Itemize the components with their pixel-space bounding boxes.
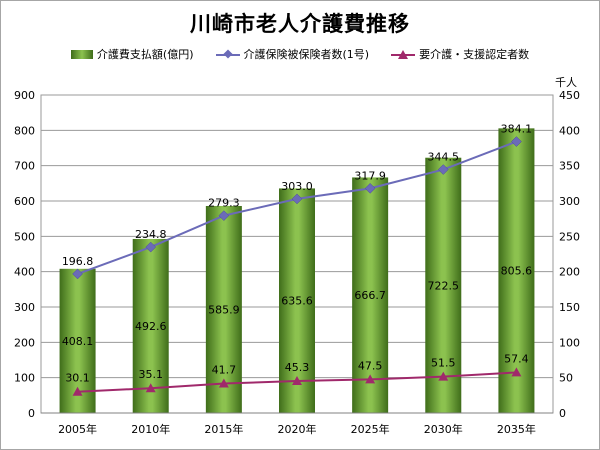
legend-label-certified: 要介護・支援認定者数 <box>419 48 530 61</box>
bar <box>205 205 242 413</box>
right-axis-unit: 千人 <box>555 76 577 89</box>
x-tick-label: 2010年 <box>131 422 170 436</box>
insured-data-label: 344.5 <box>428 151 460 164</box>
certified-point <box>365 374 376 384</box>
insured-point <box>218 210 230 221</box>
bar <box>279 188 315 413</box>
bar-data-label: 722.5 <box>428 279 460 292</box>
y2-tick-label: 250 <box>559 230 580 243</box>
x-tick-label: 2020年 <box>278 422 317 436</box>
certified-point <box>72 386 83 396</box>
y-tick-label: 800 <box>14 124 35 137</box>
y2-tick-label: 50 <box>559 372 573 385</box>
y-tick-label: 300 <box>14 301 35 314</box>
legend-triangle-marker-icon <box>391 49 416 59</box>
y2-tick-label: 0 <box>559 407 566 420</box>
y2-tick-label: 300 <box>559 195 580 208</box>
x-tick-label: 2025年 <box>351 422 390 436</box>
y-tick-label: 200 <box>14 336 35 349</box>
legend-label-payment: 介護費支払額(億円) <box>96 48 194 61</box>
y2-tick-label: 150 <box>559 301 580 314</box>
x-tick-label: 2015年 <box>204 422 243 436</box>
legend-item-insured: 介護保険被保険者数(1号) <box>215 46 370 62</box>
certified-data-label: 57.4 <box>504 352 529 365</box>
insured-point <box>364 182 376 194</box>
certified-data-label: 47.5 <box>358 359 383 372</box>
y2-tick-label: 450 <box>559 89 580 102</box>
bar-data-label: 805.6 <box>501 265 533 278</box>
insured-data-label: 303.0 <box>281 180 313 193</box>
insured-point <box>511 136 522 147</box>
y-tick-label: 700 <box>14 160 35 173</box>
y2-tick-label: 200 <box>559 266 580 279</box>
bar <box>498 128 535 413</box>
certified-data-label: 35.1 <box>138 368 163 381</box>
insured-data-label: 234.8 <box>135 228 167 241</box>
legend-item-payment: 介護費支払額(億円) <box>70 46 194 62</box>
certified-data-label: 51.5 <box>431 357 456 370</box>
insured-point <box>437 164 449 175</box>
insured-data-label: 196.8 <box>62 255 94 268</box>
certified-point <box>438 371 449 381</box>
y2-tick-label: 100 <box>559 336 580 349</box>
certified-point <box>145 383 156 393</box>
bar <box>352 177 389 413</box>
insured-point <box>145 241 157 253</box>
legend-diamond-marker-icon <box>215 50 240 59</box>
chart-title: 川崎市老人介護費推移 <box>190 12 410 36</box>
legend-bar-swatch <box>70 49 93 59</box>
y-tick-label: 100 <box>14 372 35 385</box>
certified-point <box>511 367 522 377</box>
legend: 介護費支払額(億円) 介護保険被保険者数(1号) 要介護・支援認定者数 <box>0 46 600 62</box>
insured-data-label: 384.1 <box>501 123 533 136</box>
y-tick-label: 400 <box>14 266 35 279</box>
bar-data-label: 408.1 <box>62 335 94 348</box>
y2-tick-label: 350 <box>559 160 580 173</box>
insured-point <box>72 268 83 280</box>
x-tick-label: 2035年 <box>497 422 536 436</box>
bar <box>425 157 462 413</box>
bar-data-label: 666.7 <box>354 289 386 302</box>
certified-point <box>218 378 229 388</box>
x-tick-label: 2030年 <box>424 422 463 436</box>
y-tick-label: 0 <box>28 407 35 420</box>
insured-data-label: 317.9 <box>354 169 386 182</box>
legend-label-insured: 介護保険被保険者数(1号) <box>243 48 370 61</box>
y-tick-label: 500 <box>14 230 35 243</box>
y-tick-label: 600 <box>14 195 35 208</box>
certified-data-label: 45.3 <box>285 361 310 374</box>
bar-data-label: 492.6 <box>135 320 167 333</box>
certified-data-label: 30.1 <box>65 372 90 385</box>
y2-tick-label: 400 <box>559 124 580 137</box>
insured-data-label: 279.3 <box>208 197 240 210</box>
certified-point <box>292 375 302 385</box>
insured-point <box>291 193 303 205</box>
certified-data-label: 41.7 <box>212 364 237 377</box>
legend-item-certified: 要介護・支援認定者数 <box>391 46 529 62</box>
bar-data-label: 635.6 <box>281 295 313 308</box>
x-tick-label: 2005年 <box>58 422 97 436</box>
bar-data-label: 585.9 <box>208 303 240 316</box>
y-tick-label: 900 <box>14 89 35 102</box>
